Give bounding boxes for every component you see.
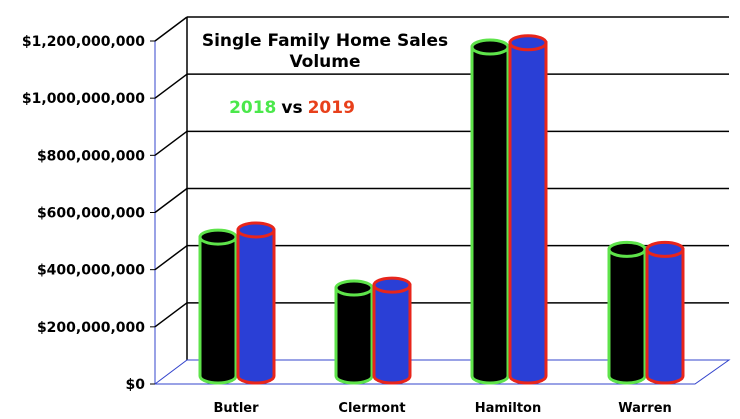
y-tick-label: $400,000,000 xyxy=(37,263,145,279)
bars xyxy=(198,34,685,385)
chart-title: Single Family Home Sales Volume xyxy=(202,31,448,72)
bar-top xyxy=(372,276,412,294)
bar xyxy=(236,221,276,385)
chart-subtitle: 2018 vs 2019 xyxy=(229,98,355,118)
y-tick-label: $800,000,000 xyxy=(37,148,145,164)
bar-top xyxy=(198,228,238,246)
subtitle-year-2018: 2018 xyxy=(229,98,276,118)
gridline-diagonal xyxy=(154,130,188,156)
floor xyxy=(153,359,731,385)
bar-top xyxy=(470,38,510,56)
bar xyxy=(645,240,685,385)
y-tick-label: $0 xyxy=(126,377,146,393)
gridline-diagonal xyxy=(154,302,188,328)
bar xyxy=(508,34,548,385)
y-tick-label: $200,000,000 xyxy=(37,320,145,336)
bar-top xyxy=(508,34,548,52)
x-category-label: Hamilton xyxy=(475,401,542,416)
bar-top xyxy=(645,240,685,258)
x-category-label: Clermont xyxy=(338,401,405,416)
bar-body xyxy=(334,286,374,385)
y-tick-label: $1,200,000,000 xyxy=(22,34,145,50)
bar-body xyxy=(198,235,238,385)
title-line-2: Volume xyxy=(289,52,360,72)
bar-body xyxy=(607,247,647,385)
subtitle-vs: vs xyxy=(281,98,302,118)
x-axis-category-labels: Butler Clermont Hamilton Warren xyxy=(213,401,671,416)
gridline-diagonal xyxy=(154,16,188,42)
gridline-diagonal xyxy=(154,73,188,99)
bar xyxy=(470,38,510,385)
y-axis-tick-labels: $0 $200,000,000 $400,000,000 $600,000,000 $8… xyxy=(22,34,145,393)
bar-top xyxy=(236,221,276,239)
y-tick-label: $1,000,000,000 xyxy=(22,91,145,107)
bar-body xyxy=(645,247,685,385)
bar-body xyxy=(470,45,510,385)
bar xyxy=(372,276,412,385)
subtitle-year-2019: 2019 xyxy=(308,98,355,118)
bar-top xyxy=(607,240,647,258)
gridline-diagonal xyxy=(154,187,188,214)
bar-body xyxy=(508,41,548,385)
bar-body xyxy=(236,228,276,385)
bar-top xyxy=(334,279,374,297)
gridline-diagonal xyxy=(154,245,188,271)
bar xyxy=(607,240,647,385)
x-category-label: Butler xyxy=(213,401,259,416)
bar xyxy=(198,228,238,385)
bar-body xyxy=(372,283,412,385)
y-tick-label: $600,000,000 xyxy=(37,206,145,222)
bar xyxy=(334,279,374,385)
x-category-label: Warren xyxy=(618,401,672,416)
gridlines xyxy=(150,16,729,385)
title-line-1: Single Family Home Sales xyxy=(202,31,448,51)
